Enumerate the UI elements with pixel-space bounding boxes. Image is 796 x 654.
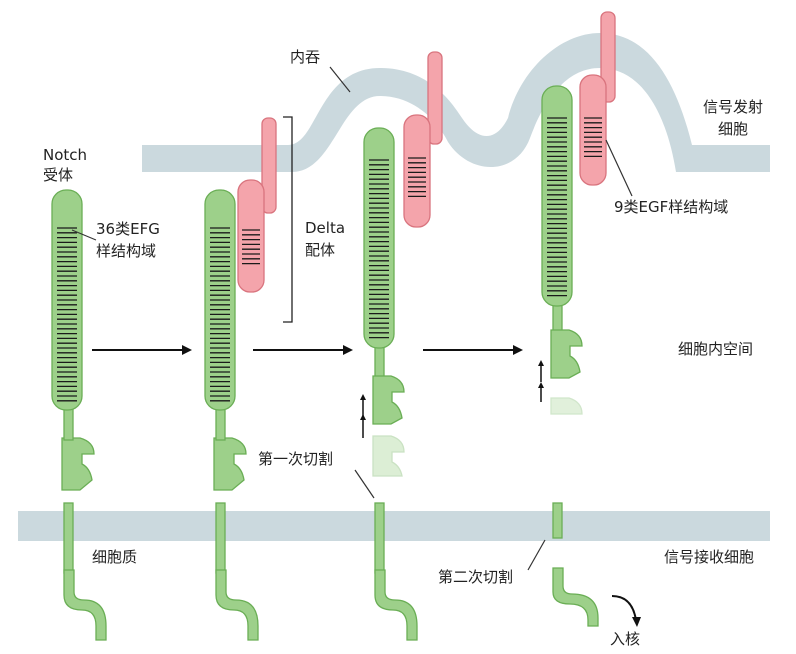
second-cleavage-label: 第二次切割 — [438, 568, 513, 586]
egf-repeats-36-stage2 — [210, 227, 230, 402]
delta-ligand-stage4 — [579, 11, 616, 186]
delta-bracket — [283, 116, 293, 323]
notch-receptor-stage4 — [538, 85, 599, 627]
cytoplasm-label: 细胞质 — [92, 548, 137, 566]
notch-receptor-label-line2: 受体 — [43, 166, 73, 184]
endocytosis-leader — [329, 66, 351, 93]
first-cleavage-label: 第一次切割 — [258, 450, 333, 468]
delta-label-line1: Delta — [305, 219, 345, 237]
process-arrow-3 — [423, 345, 523, 355]
egf9-leader — [605, 139, 633, 197]
egf-repeats-36-stage3 — [369, 159, 389, 339]
signal-sending-cell-membrane — [142, 33, 770, 172]
egf-repeats-9-stage4 — [584, 117, 602, 158]
delta-label-line2: 配体 — [305, 241, 335, 259]
to-nucleus-label: 入核 — [610, 630, 640, 648]
receptor-leader — [71, 229, 97, 241]
to-nucleus-arrow — [611, 595, 641, 627]
signal-receiving-cell-label: 信号接收细胞 — [664, 548, 754, 566]
signal-receiving-cell-membrane — [18, 511, 770, 541]
notch-receptor-stage1 — [51, 189, 107, 641]
egf-repeats-36-stage4 — [547, 117, 567, 297]
egf-repeats-9-stage3 — [408, 157, 426, 198]
egf36-label-line1: 36类EFG — [96, 220, 160, 238]
endocytosis-label: 内吞 — [290, 48, 320, 66]
first-cleavage-leader — [354, 469, 375, 499]
signal-sending-cell-label-line2: 细胞 — [718, 120, 748, 138]
signal-sending-cell-label-line1: 信号发射 — [703, 98, 763, 116]
delta-ligand-stage3 — [403, 51, 443, 228]
notch-receptor-stage2 — [204, 189, 259, 641]
process-arrow-1 — [92, 345, 192, 355]
intercellular-space-label: 细胞内空间 — [678, 340, 753, 358]
egf36-label-line2: 样结构域 — [96, 242, 156, 260]
process-arrow-2 — [253, 345, 353, 355]
second-cleavage-leader — [527, 539, 546, 571]
egf-repeats-9-stage2 — [242, 229, 260, 265]
notch-receptor-stage3 — [360, 127, 418, 641]
egf-repeats-36-stage1 — [57, 227, 77, 402]
notch-receptor-label-line1: Notch — [43, 146, 87, 164]
delta-ligand-stage2 — [237, 117, 277, 293]
egf9-label: 9类EGF样结构域 — [614, 198, 728, 216]
